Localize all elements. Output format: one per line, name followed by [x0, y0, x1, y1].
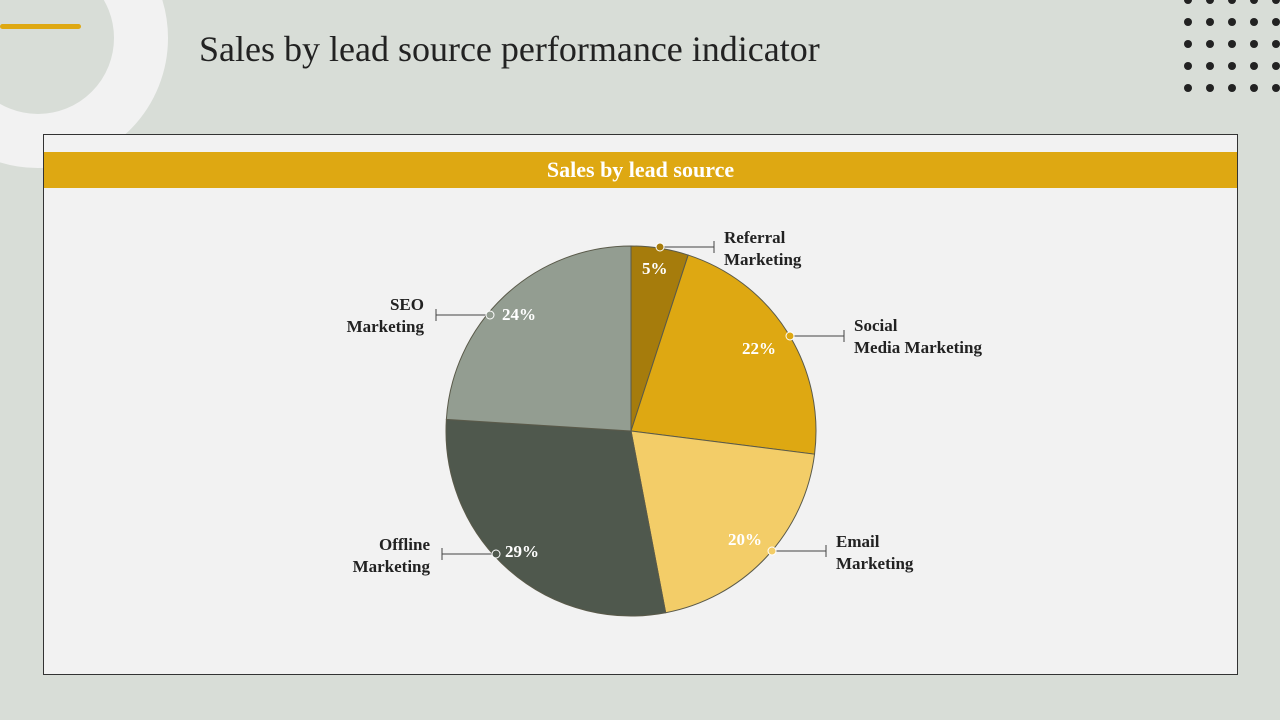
dot — [1184, 18, 1192, 26]
dot — [1206, 40, 1214, 48]
leader-line-referral — [660, 241, 715, 253]
label-offline: Offline Marketing — [352, 535, 430, 576]
dot — [1228, 84, 1236, 92]
leader-dot-email — [767, 546, 777, 556]
dot — [1228, 40, 1236, 48]
label-social: Social Media Marketing — [854, 316, 982, 357]
dot — [1272, 62, 1280, 70]
dot-grid-decoration — [1184, 0, 1280, 92]
dot — [1250, 62, 1258, 70]
dot — [1250, 18, 1258, 26]
dot — [1184, 62, 1192, 70]
dot — [1184, 84, 1192, 92]
dot — [1250, 0, 1258, 4]
leader-dot-referral — [655, 242, 665, 252]
dot — [1228, 18, 1236, 26]
dot — [1228, 62, 1236, 70]
leader-line-social — [790, 330, 845, 342]
value-label-seo: 24% — [502, 305, 536, 324]
value-label-email: 20% — [728, 530, 762, 549]
dot — [1206, 18, 1214, 26]
dot — [1206, 62, 1214, 70]
dot — [1272, 40, 1280, 48]
dot — [1272, 84, 1280, 92]
label-email: Email Marketing — [836, 532, 914, 573]
dot — [1272, 18, 1280, 26]
accent-bar — [0, 24, 81, 29]
pie-slice-seo — [445, 245, 632, 432]
leader-line-email — [772, 545, 827, 557]
chart-title: Sales by lead source — [44, 152, 1237, 188]
label-seo: SEO Marketing — [346, 295, 424, 336]
dot — [1272, 0, 1280, 4]
leader-line-seo — [435, 309, 490, 321]
leader-dot-seo — [485, 310, 495, 320]
value-label-referral: 5% — [642, 259, 668, 278]
value-label-social: 22% — [742, 339, 776, 358]
label-referral: Referral Marketing — [724, 228, 802, 269]
leader-line-offline — [441, 548, 496, 560]
leader-dot-offline — [491, 549, 501, 559]
pie-slice-email — [630, 430, 816, 614]
pie-slice-offline — [445, 418, 667, 617]
dot — [1206, 84, 1214, 92]
pie-slice-social — [630, 254, 817, 455]
value-label-offline: 29% — [505, 542, 539, 561]
dot — [1206, 0, 1214, 4]
dot — [1250, 40, 1258, 48]
page-title: Sales by lead source performance indicat… — [199, 29, 820, 69]
dot — [1250, 84, 1258, 92]
dot — [1184, 40, 1192, 48]
leader-dot-social — [785, 331, 795, 341]
dot — [1184, 0, 1192, 4]
dot — [1228, 0, 1236, 4]
